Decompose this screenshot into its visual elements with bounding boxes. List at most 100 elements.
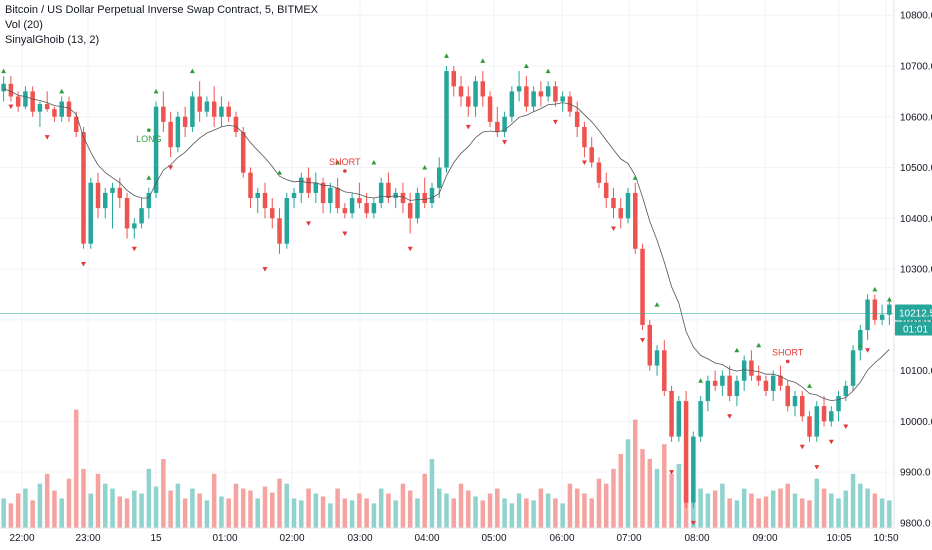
- candle-down: [712, 380, 718, 386]
- volume-bar: [8, 503, 14, 528]
- volume-bar: [393, 500, 398, 528]
- candle-up: [284, 198, 290, 244]
- candle-down: [458, 86, 464, 97]
- volume-bar: [879, 498, 885, 528]
- short-signal-label: SHORT: [329, 157, 361, 167]
- candle-up: [110, 187, 115, 193]
- time-tick-label: 05:00: [481, 533, 506, 544]
- candle-down: [124, 198, 130, 229]
- candle-down: [226, 106, 231, 117]
- candle-down: [451, 71, 457, 87]
- candle-down: [785, 385, 790, 407]
- symbol-title[interactable]: Bitcoin / US Dollar Perpetual Inverse Sw…: [5, 4, 319, 16]
- volume-bar: [30, 500, 35, 528]
- volume-bar: [161, 459, 166, 528]
- volume-bar: [342, 498, 348, 528]
- sinyalghoib-indicator-label[interactable]: SinyalGhoib (13, 2): [5, 34, 100, 46]
- candle-down: [756, 375, 761, 381]
- volume-bar: [291, 498, 297, 528]
- volume-bar: [792, 493, 798, 528]
- candle-down: [480, 81, 486, 97]
- volume-bar: [589, 498, 594, 528]
- volume-bar: [705, 493, 711, 528]
- time-tick-label: 08:00: [684, 533, 709, 544]
- signal-down-arrow: [465, 124, 471, 130]
- volume-bar: [255, 498, 260, 528]
- price-tick-label: 10400.0: [900, 214, 932, 225]
- signal-down-arrow: [669, 470, 675, 475]
- candle-down: [407, 203, 413, 219]
- candle-up: [887, 304, 892, 315]
- signal-down-arrow: [407, 246, 413, 252]
- short-signal-label: SHORT: [772, 347, 804, 357]
- candle-up: [560, 96, 565, 102]
- candle-down: [400, 192, 406, 204]
- candle-down: [763, 380, 769, 391]
- signal-down-arrow: [865, 348, 871, 353]
- time-tick-label: 10:05: [826, 533, 851, 544]
- volume-bar: [502, 498, 507, 528]
- time-tick-label: 01:00: [212, 533, 237, 544]
- candle-up: [676, 401, 682, 437]
- volume-bar: [495, 488, 500, 528]
- volume-bar: [712, 490, 718, 528]
- candle-up: [473, 81, 478, 107]
- candle-up: [850, 350, 856, 386]
- volume-bar: [611, 468, 616, 528]
- volume-bar: [320, 496, 326, 528]
- candle-up: [349, 198, 355, 214]
- volume-bar: [531, 500, 536, 528]
- volume-indicator-label[interactable]: Vol (20): [5, 19, 43, 31]
- volume-bar: [836, 498, 841, 528]
- candle-down: [618, 208, 623, 219]
- signal-down-arrow: [8, 104, 14, 110]
- candle-down: [669, 390, 674, 437]
- volume-bar: [52, 490, 57, 528]
- volume-bar: [204, 500, 210, 528]
- volume-bar: [633, 419, 638, 528]
- time-tick-label: 10:50: [873, 533, 898, 544]
- candle-down: [30, 91, 35, 112]
- candle-up: [516, 86, 522, 92]
- candle-down: [538, 91, 544, 97]
- signal-down-arrow: [610, 226, 616, 231]
- signal-up-arrow: [335, 159, 341, 165]
- candle-down: [589, 147, 594, 163]
- volume-bar: [248, 490, 253, 528]
- volume-bar: [415, 498, 420, 528]
- signal-down-arrow: [690, 520, 696, 526]
- volume-bar: [560, 503, 565, 528]
- volume-bar: [37, 483, 43, 528]
- time-tick-label: 07:00: [616, 533, 641, 544]
- candle-down: [262, 192, 268, 209]
- candle-down: [778, 375, 783, 386]
- candle-down: [749, 360, 754, 376]
- signal-up-arrow: [807, 383, 813, 388]
- candle-up: [770, 375, 776, 391]
- candle-up: [792, 396, 798, 407]
- candle-down: [168, 121, 173, 148]
- candle-countdown: 01:01: [903, 325, 928, 336]
- volume-bar: [226, 498, 231, 528]
- volume-bar: [400, 483, 406, 528]
- volume-bar: [821, 488, 827, 528]
- volume-bar: [146, 468, 152, 528]
- candle-up: [219, 106, 224, 117]
- volume-bar: [270, 492, 275, 528]
- signal-down-arrow: [552, 119, 558, 125]
- price-tick-label: 10000.0: [900, 417, 932, 428]
- time-tick-label: 03:00: [347, 533, 372, 544]
- candle-down: [872, 299, 878, 320]
- candle-up: [37, 104, 43, 112]
- signal-down-arrow: [843, 424, 849, 429]
- volume-bar: [662, 444, 667, 528]
- volume-bar: [618, 454, 623, 528]
- candle-up: [734, 380, 740, 396]
- volume-bar: [799, 498, 805, 528]
- candle-down: [596, 162, 602, 183]
- time-tick-label: 23:00: [75, 533, 100, 544]
- current-price-badge[interactable]: [895, 304, 932, 321]
- volume-bar: [603, 483, 609, 528]
